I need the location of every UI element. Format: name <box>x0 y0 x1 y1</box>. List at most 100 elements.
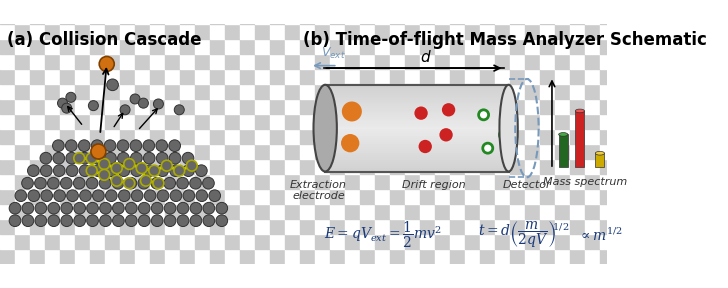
Bar <box>0 144 15 159</box>
Bar <box>45 69 60 84</box>
Bar <box>615 54 630 69</box>
Bar <box>555 84 570 99</box>
Bar <box>105 249 120 264</box>
Bar <box>135 9 150 24</box>
Circle shape <box>130 140 142 151</box>
Bar <box>510 69 526 84</box>
Bar <box>585 0 601 9</box>
Circle shape <box>107 79 119 91</box>
Bar <box>450 204 465 219</box>
Bar <box>325 93 509 96</box>
Circle shape <box>119 190 130 202</box>
Bar <box>375 69 390 84</box>
Bar <box>75 24 90 39</box>
Bar <box>450 249 465 264</box>
Bar <box>60 234 75 249</box>
Bar <box>195 249 210 264</box>
Bar <box>420 219 435 234</box>
Bar <box>135 234 150 249</box>
Bar <box>135 159 150 174</box>
Bar <box>270 204 285 219</box>
Bar <box>45 99 60 114</box>
Bar <box>325 100 509 102</box>
Bar <box>45 9 60 24</box>
Bar <box>195 99 210 114</box>
Bar <box>0 39 15 54</box>
Bar <box>540 159 555 174</box>
Bar <box>405 39 420 54</box>
Circle shape <box>40 152 52 164</box>
Circle shape <box>60 177 72 189</box>
Bar <box>60 69 75 84</box>
Bar <box>150 99 165 114</box>
Bar <box>480 39 495 54</box>
Bar <box>435 84 450 99</box>
Bar <box>331 129 345 144</box>
Bar <box>180 234 195 249</box>
Circle shape <box>182 152 194 164</box>
Bar <box>120 39 135 54</box>
Bar <box>120 24 135 39</box>
Bar <box>405 69 420 84</box>
Bar <box>510 144 526 159</box>
Bar <box>331 159 345 174</box>
Bar <box>345 0 360 9</box>
Bar <box>0 9 15 24</box>
Circle shape <box>52 140 64 151</box>
Bar <box>345 69 360 84</box>
Bar <box>150 69 165 84</box>
Circle shape <box>9 202 21 214</box>
Bar <box>150 24 165 39</box>
Bar <box>495 129 510 144</box>
Bar <box>601 204 615 219</box>
Circle shape <box>35 202 47 214</box>
Bar <box>105 174 120 189</box>
Bar <box>15 204 30 219</box>
Text: $\propto m^{1/2}$: $\propto m^{1/2}$ <box>578 226 623 244</box>
Bar <box>480 159 495 174</box>
Bar <box>210 129 225 144</box>
Bar <box>405 219 420 234</box>
Bar <box>510 24 526 39</box>
Bar <box>180 84 195 99</box>
Bar <box>585 144 601 159</box>
Bar <box>150 144 165 159</box>
Bar <box>325 162 509 165</box>
Bar <box>180 174 195 189</box>
Bar <box>331 24 345 39</box>
Bar <box>90 9 105 24</box>
Bar <box>615 9 630 24</box>
Bar <box>285 189 300 204</box>
Circle shape <box>61 215 73 227</box>
Bar <box>480 249 495 264</box>
Bar <box>465 174 480 189</box>
Bar <box>165 159 180 174</box>
Bar <box>315 159 331 174</box>
Bar <box>570 99 585 114</box>
Bar <box>435 159 450 174</box>
Circle shape <box>47 177 59 189</box>
Bar <box>570 249 585 264</box>
Bar <box>405 189 420 204</box>
Bar <box>345 99 360 114</box>
Bar <box>315 84 331 99</box>
Bar <box>135 54 150 69</box>
Bar <box>570 39 585 54</box>
Bar <box>585 204 601 219</box>
Bar <box>540 189 555 204</box>
Bar <box>60 144 75 159</box>
Circle shape <box>216 215 228 227</box>
Circle shape <box>130 94 140 104</box>
Bar <box>345 39 360 54</box>
Bar <box>270 144 285 159</box>
Bar <box>555 249 570 264</box>
Bar <box>495 84 510 99</box>
Bar <box>540 84 555 99</box>
Bar <box>15 69 30 84</box>
Bar <box>300 174 315 189</box>
Bar <box>526 189 540 204</box>
Bar <box>480 144 495 159</box>
Bar <box>60 24 75 39</box>
Bar <box>60 159 75 174</box>
Bar <box>0 0 15 9</box>
